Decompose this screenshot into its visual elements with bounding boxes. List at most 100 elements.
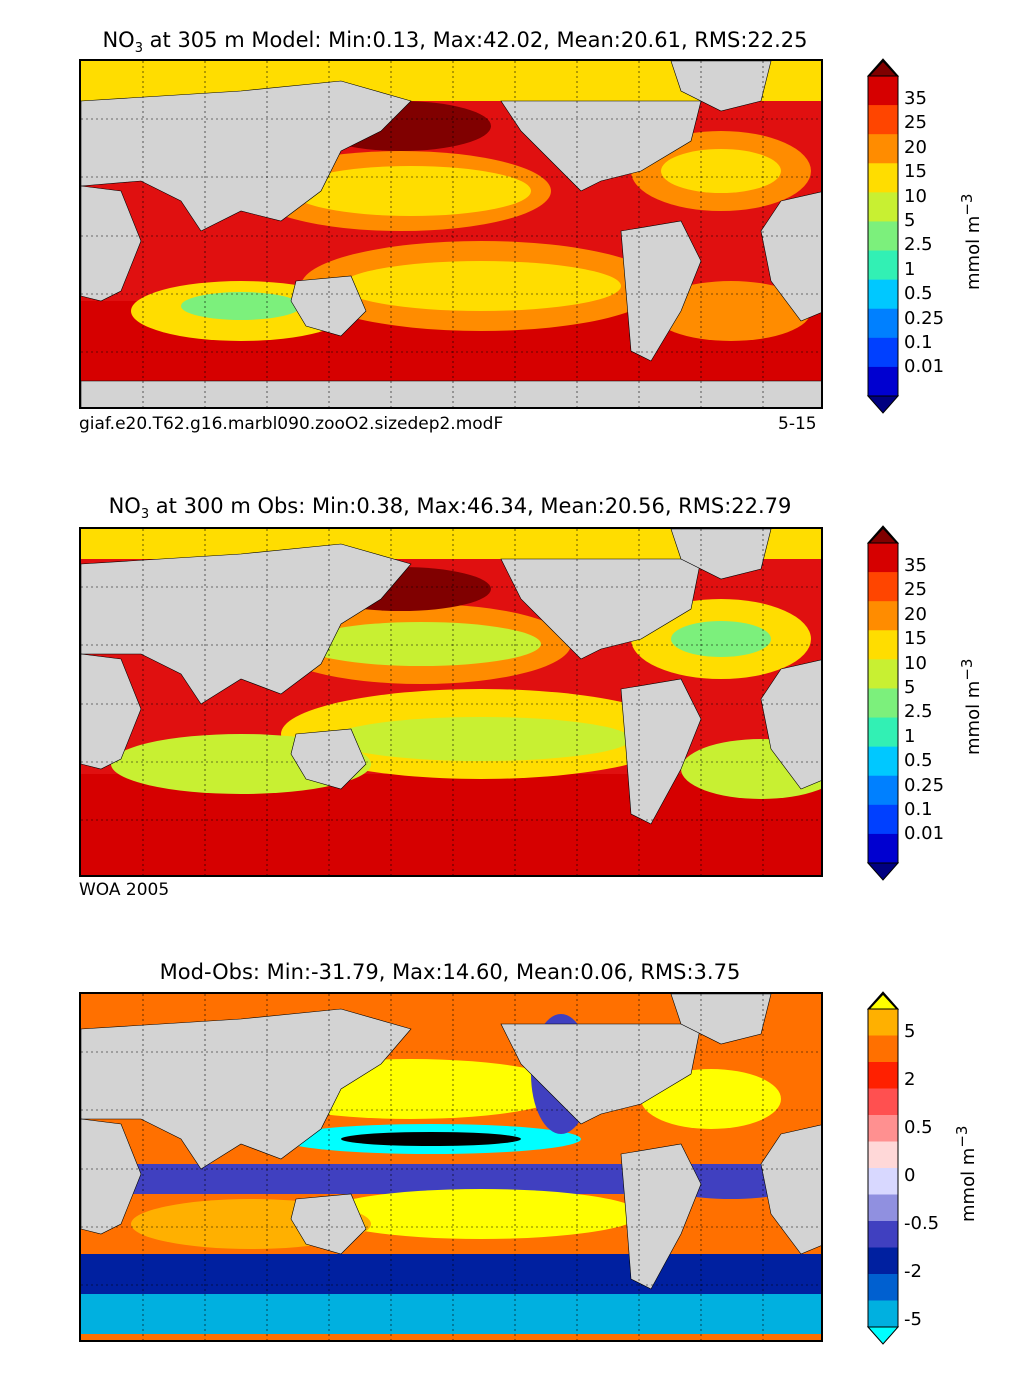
colorbar-tick-label: 0.1 [904, 799, 933, 820]
africa-east [760, 659, 821, 790]
africa-east [760, 191, 821, 322]
north-america [500, 558, 702, 660]
colorbar-segment [868, 1088, 898, 1116]
colorbar-tick-label: 1 [904, 725, 916, 747]
greenland [670, 529, 772, 580]
colorbar-segment [868, 543, 898, 573]
south-atlantic-gyre [651, 281, 811, 341]
colorbar-segment [868, 1221, 898, 1248]
colorbar-segment [868, 308, 898, 339]
colorbar-tick-label: 10 [904, 185, 927, 207]
unit-sup: −3 [958, 193, 976, 216]
africa-east [760, 1124, 821, 1255]
colorbar-extend-top-fill [870, 62, 896, 76]
colorbar-tick-label: 2 [904, 1069, 916, 1090]
south-pacific-core [341, 261, 621, 311]
colorbar-tick-label: -0.5 [904, 1213, 940, 1234]
panel2-title-sub: 3 [140, 507, 150, 523]
eurasia [81, 1008, 412, 1170]
colorbar-segment [868, 1062, 898, 1089]
colorbar-tick-label: 2.5 [904, 701, 933, 723]
colorbar-tick-label: 0.5 [904, 750, 933, 772]
panel1-note-right: 5-15 [778, 414, 817, 434]
colorbar-segment [868, 601, 898, 631]
colorbar-tick-label: 0.25 [904, 774, 945, 796]
colorbar-segment [868, 746, 898, 777]
africa [81, 185, 142, 302]
panel2-title-post: at 300 m Obs: Min:0.38, Max:46.34, Mean:… [149, 494, 792, 518]
panel2-title-pre: NO [108, 494, 141, 518]
colorbar-tick-label: 0.5 [904, 1117, 933, 1138]
eurasia [81, 80, 412, 232]
panel1-colorbar-unit: mmol m−3 [958, 194, 984, 290]
indian-gyre-core [181, 292, 301, 320]
panel1-title-pre: NO [102, 28, 135, 52]
colorbar-segment [868, 775, 898, 806]
south-america [620, 220, 702, 362]
panel3-colorbar-segments [866, 991, 900, 1345]
colorbar-segment [868, 659, 898, 689]
colorbar-segment [868, 572, 898, 602]
colorbar-extend-top-fill [870, 995, 896, 1009]
north-atlantic-core [661, 149, 781, 193]
unit-text: mmol m [963, 680, 984, 755]
gridlines [81, 529, 821, 875]
gridlines [81, 61, 821, 407]
north-america [500, 1023, 702, 1125]
colorbar-segment [868, 1115, 898, 1142]
panel1-colorbar [866, 58, 900, 414]
colorbar-tick-label: 20 [904, 136, 927, 158]
colorbar-tick-label: 10 [904, 652, 927, 674]
panel3-title: Mod-Obs: Min:-31.79, Max:14.60, Mean:0.0… [25, 960, 875, 984]
australia [290, 1193, 367, 1255]
colorbar-segment [868, 337, 898, 368]
australia [290, 728, 367, 790]
colorbar-tick-label: 0.1 [904, 332, 933, 353]
colorbar-segment [868, 1168, 898, 1195]
panel1-map-svg [81, 61, 821, 407]
unit-text: mmol m [958, 1147, 979, 1222]
panel3-colorbar-unit: mmol m−3 [953, 1126, 979, 1222]
panel2-title: NO3 at 300 m Obs: Min:0.38, Max:46.34, M… [25, 494, 875, 522]
colorbar-tick-label: 15 [904, 161, 927, 183]
panel3-map [79, 992, 823, 1342]
south-pacific-core [331, 717, 631, 761]
colorbar-segment [868, 1194, 898, 1222]
north-america [500, 100, 702, 192]
eurasia [81, 543, 412, 705]
colorbar-tick-label: 2.5 [904, 234, 933, 256]
colorbar-frame [867, 1008, 899, 1328]
panel1-colorbar-segments [866, 58, 900, 414]
colorbar-segment [868, 76, 898, 106]
greenland [670, 994, 772, 1045]
panel2-colorbar [866, 525, 900, 881]
antarctica [81, 380, 821, 407]
greenland [670, 61, 772, 112]
colorbar-frame [867, 75, 899, 397]
colorbar-segment [868, 630, 898, 660]
colorbar-segment [868, 105, 898, 135]
colorbar-segment [868, 688, 898, 719]
colorbar-tick-label: -5 [904, 1309, 922, 1330]
panel3-title-pre: Mod-Obs: Min:-31.79, Max:14.60, Mean:0.0… [159, 960, 741, 984]
colorbar-segment [868, 279, 898, 310]
colorbar-segment [868, 833, 898, 864]
north-pacific-neg-core [341, 1132, 521, 1146]
colorbar-segment [868, 192, 898, 222]
colorbar-tick-label: -2 [904, 1261, 922, 1282]
panel3-colorbar [866, 991, 900, 1345]
australia [290, 275, 367, 337]
africa [81, 653, 142, 770]
panel1-title: NO3 at 305 m Model: Min:0.13, Max:42.02,… [30, 28, 880, 56]
panel3-map-svg [81, 994, 821, 1340]
colorbar-tick-label: 0.25 [904, 307, 945, 329]
north-pacific-core [291, 166, 531, 216]
colorbar-segment [868, 1300, 898, 1328]
panel2-colorbar-segments [866, 525, 900, 881]
panel1-map [79, 59, 823, 409]
panel1-note-left: giaf.e20.T62.g16.marbl090.zooO2.sizedep2… [79, 414, 504, 434]
colorbar-tick-label: 5 [904, 1021, 916, 1042]
colorbar-tick-label: 20 [904, 603, 927, 625]
colorbar-tick-label: 0 [904, 1165, 916, 1186]
unit-sup: −3 [953, 1125, 971, 1148]
